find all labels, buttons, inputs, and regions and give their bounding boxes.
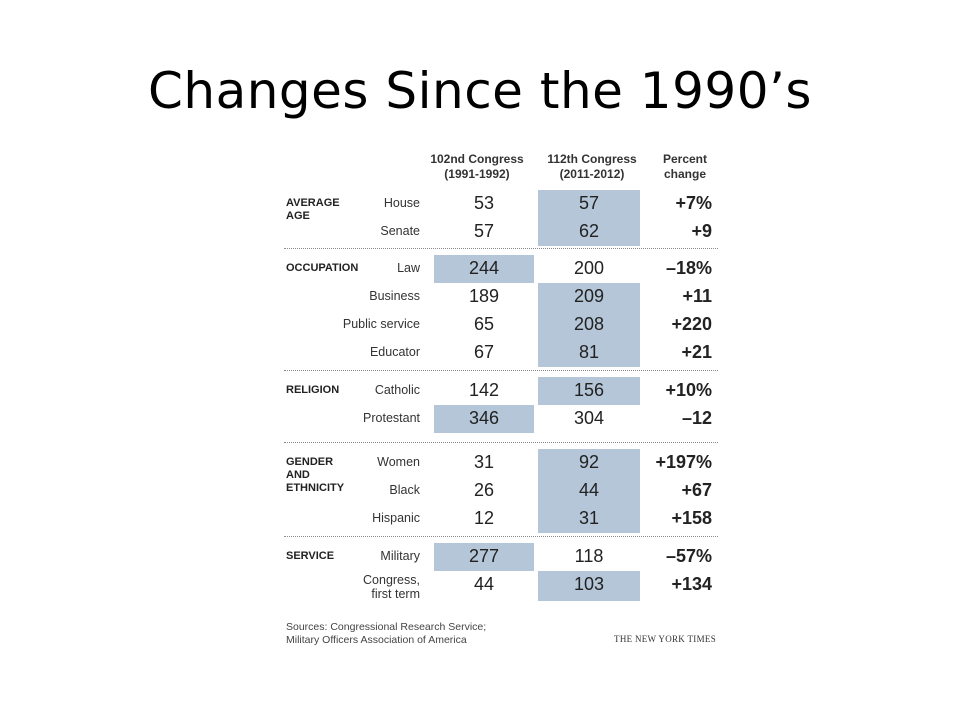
value-102nd: 65 (473, 314, 495, 334)
column-header-102nd: 102nd Congress (1991-1992) (430, 152, 524, 181)
highlight-cell (538, 449, 640, 477)
value-102nd: 12 (473, 508, 495, 528)
percent-change-value: +11 (682, 286, 712, 306)
value-112th: 62 (578, 221, 600, 241)
percent-change-value: +134 (671, 574, 712, 594)
category-label: SERVICE (286, 550, 335, 562)
highlight-cell (538, 571, 640, 601)
sources-note: Sources: Congressional Research Service;… (286, 621, 487, 646)
row-label: Military (380, 549, 420, 563)
category-label: OCCUPATION (286, 262, 359, 274)
percent-change-value: +9 (691, 221, 712, 241)
value-112th: 208 (573, 314, 605, 334)
value-102nd: 26 (473, 480, 495, 500)
highlight-cell (434, 405, 534, 433)
value-112th: 92 (578, 452, 600, 472)
section-divider (284, 248, 718, 249)
percent-change-value: +220 (671, 314, 712, 334)
credit-nyt: THE NEW YORK TIMES (614, 634, 716, 644)
row-label: Public service (342, 317, 420, 331)
value-112th: 156 (573, 380, 605, 400)
highlight-cell (538, 283, 640, 311)
row-label: Business (369, 289, 420, 303)
congress-comparison-table: 102nd Congress (1991-1992) 112th Congress… (282, 150, 722, 650)
row-label: Educator (369, 345, 420, 359)
highlight-cell (538, 218, 640, 246)
value-112th: 209 (573, 286, 605, 306)
category-label: RELIGION (286, 384, 340, 396)
percent-change-value: +67 (681, 480, 712, 500)
value-112th: 118 (574, 546, 604, 566)
percent-change-value: +197% (655, 452, 712, 472)
row-label: Senate (380, 224, 420, 238)
value-112th: 31 (578, 508, 600, 528)
percent-change-value: –18% (665, 258, 712, 278)
section-divider (284, 536, 718, 537)
value-102nd: 31 (473, 452, 495, 472)
row-label: Law (397, 261, 420, 275)
highlight-cell (538, 505, 640, 533)
value-102nd: 346 (468, 408, 500, 428)
highlight-cell (538, 477, 640, 505)
category-label: AVERAGE AGE (286, 197, 340, 222)
slide-title: Changes Since the 1990’s (148, 62, 812, 120)
value-102nd: 277 (468, 546, 500, 566)
value-112th: 304 (573, 408, 605, 428)
highlight-cell (538, 190, 640, 218)
highlight-cell (434, 543, 534, 571)
value-102nd: 189 (468, 286, 500, 306)
row-label: Catholic (374, 383, 420, 397)
value-112th: 57 (578, 193, 600, 213)
category-label: GENDER AND ETHNICITY (286, 456, 345, 494)
highlight-cell (538, 339, 640, 367)
percent-change-value: –12 (681, 408, 712, 428)
column-header-112th: 112th Congress (2011-2012) (547, 152, 637, 181)
value-102nd: 142 (468, 380, 500, 400)
percent-change-value: +21 (681, 342, 712, 362)
row-label: Women (377, 455, 420, 469)
row-label: Hispanic (372, 511, 420, 525)
value-102nd: 44 (473, 574, 495, 594)
value-112th: 103 (573, 574, 605, 594)
percent-change-value: +158 (671, 508, 712, 528)
value-112th: 200 (573, 258, 605, 278)
highlight-cell (434, 255, 534, 283)
highlight-cell (538, 377, 640, 405)
row-label: Protestant (363, 411, 420, 425)
value-112th: 44 (578, 480, 600, 500)
row-label: House (383, 196, 420, 210)
section-divider (284, 442, 718, 443)
column-header-percent-change: Percent change (662, 152, 708, 181)
row-label: Congress, first term (363, 573, 420, 601)
section-divider (284, 370, 718, 371)
percent-change-value: +10% (665, 380, 712, 400)
value-102nd: 53 (473, 193, 495, 213)
row-label: Black (389, 483, 420, 497)
percent-change-value: +7% (675, 193, 712, 213)
value-102nd: 57 (473, 221, 495, 241)
value-102nd: 244 (468, 258, 500, 278)
highlight-cell (538, 311, 640, 339)
value-102nd: 67 (473, 342, 495, 362)
percent-change-value: –57% (665, 546, 712, 566)
value-112th: 81 (578, 342, 600, 362)
